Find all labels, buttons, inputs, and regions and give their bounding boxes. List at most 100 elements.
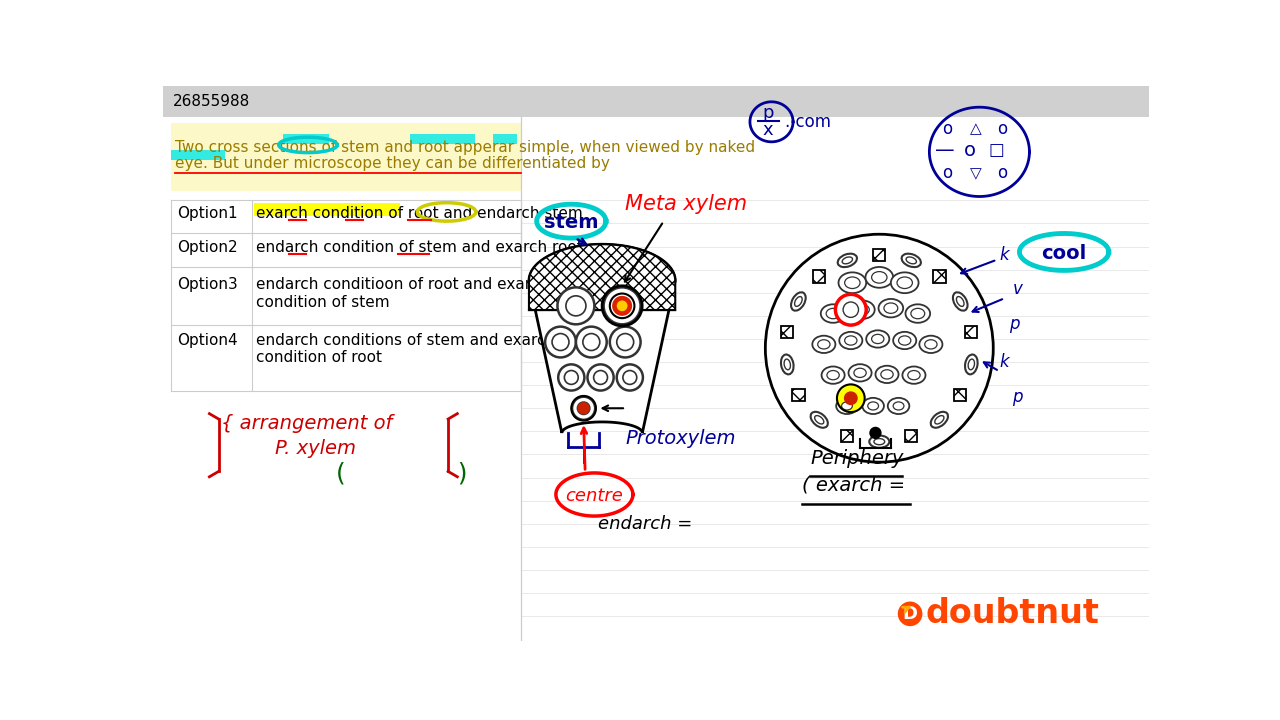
- Text: . com: . com: [786, 113, 832, 131]
- Ellipse shape: [863, 398, 884, 414]
- Ellipse shape: [865, 267, 893, 288]
- FancyBboxPatch shape: [873, 248, 886, 261]
- FancyBboxPatch shape: [841, 430, 854, 442]
- Ellipse shape: [854, 368, 867, 377]
- Ellipse shape: [841, 402, 852, 410]
- Ellipse shape: [956, 297, 964, 307]
- Circle shape: [594, 371, 608, 384]
- Ellipse shape: [952, 292, 968, 310]
- Circle shape: [576, 327, 607, 357]
- Ellipse shape: [855, 305, 869, 315]
- Circle shape: [897, 601, 923, 626]
- Ellipse shape: [902, 366, 925, 384]
- Text: k: k: [1000, 246, 1009, 264]
- Bar: [164, 86, 1149, 117]
- Bar: [493, 134, 517, 144]
- Circle shape: [558, 287, 594, 324]
- Text: Meta xylem: Meta xylem: [625, 194, 748, 214]
- Ellipse shape: [919, 336, 942, 353]
- Ellipse shape: [924, 340, 937, 349]
- Circle shape: [609, 294, 635, 318]
- Text: k: k: [1000, 354, 1009, 372]
- Ellipse shape: [893, 402, 904, 410]
- FancyBboxPatch shape: [965, 326, 978, 338]
- Text: Option4: Option4: [177, 333, 238, 348]
- Ellipse shape: [872, 334, 884, 343]
- Text: o: o: [997, 120, 1007, 138]
- Ellipse shape: [849, 364, 872, 382]
- Text: { arrangement of: { arrangement of: [221, 414, 393, 433]
- Text: o: o: [942, 164, 952, 182]
- Circle shape: [623, 371, 636, 384]
- Bar: [253, 204, 401, 216]
- Ellipse shape: [965, 354, 978, 374]
- Ellipse shape: [837, 253, 858, 267]
- Ellipse shape: [836, 398, 858, 414]
- Circle shape: [765, 234, 993, 462]
- FancyBboxPatch shape: [781, 326, 794, 338]
- Circle shape: [602, 286, 643, 326]
- Text: x: x: [763, 121, 773, 139]
- Ellipse shape: [867, 330, 890, 348]
- Ellipse shape: [911, 308, 924, 319]
- Text: centre: centre: [566, 487, 623, 505]
- Ellipse shape: [795, 297, 803, 307]
- Ellipse shape: [906, 257, 916, 264]
- Text: Protoxylem: Protoxylem: [625, 429, 736, 449]
- Circle shape: [612, 296, 632, 316]
- FancyBboxPatch shape: [813, 271, 826, 283]
- Text: Option3: Option3: [177, 277, 238, 292]
- FancyBboxPatch shape: [954, 389, 966, 401]
- Text: v: v: [1012, 280, 1023, 298]
- Text: eye. But under microscope they can be differentiated by: eye. But under microscope they can be di…: [175, 156, 609, 171]
- FancyBboxPatch shape: [792, 389, 805, 401]
- Ellipse shape: [842, 257, 852, 264]
- Text: cool: cool: [1042, 244, 1087, 263]
- Ellipse shape: [814, 415, 824, 424]
- Text: o: o: [964, 141, 977, 160]
- Ellipse shape: [876, 366, 899, 383]
- Ellipse shape: [934, 415, 943, 424]
- Bar: [283, 134, 329, 144]
- Ellipse shape: [968, 359, 974, 370]
- Text: 26855988: 26855988: [173, 94, 250, 109]
- Ellipse shape: [908, 371, 920, 379]
- Circle shape: [582, 333, 600, 351]
- Circle shape: [577, 402, 590, 415]
- Text: o: o: [942, 120, 952, 138]
- Ellipse shape: [781, 354, 794, 374]
- Text: △: △: [970, 121, 982, 136]
- Ellipse shape: [901, 253, 920, 267]
- Ellipse shape: [869, 436, 890, 448]
- Ellipse shape: [850, 300, 874, 319]
- Bar: [410, 134, 475, 144]
- Text: Option1: Option1: [177, 206, 238, 221]
- Text: p: p: [1012, 388, 1023, 406]
- Ellipse shape: [874, 438, 884, 445]
- Circle shape: [577, 402, 590, 415]
- Ellipse shape: [893, 332, 916, 349]
- Circle shape: [572, 397, 595, 420]
- Circle shape: [545, 327, 576, 357]
- Text: Two cross sections of stem and root apperar simple, when viewed by naked: Two cross sections of stem and root appe…: [175, 140, 755, 156]
- Ellipse shape: [820, 305, 845, 323]
- Circle shape: [609, 327, 640, 357]
- Text: Option2: Option2: [177, 240, 238, 256]
- Circle shape: [612, 296, 632, 316]
- Ellipse shape: [905, 305, 931, 323]
- Ellipse shape: [810, 412, 828, 428]
- Circle shape: [552, 333, 570, 351]
- Ellipse shape: [791, 292, 805, 310]
- Text: (              ): ( ): [337, 462, 468, 485]
- Ellipse shape: [822, 366, 845, 384]
- Circle shape: [604, 287, 640, 324]
- Ellipse shape: [888, 398, 909, 414]
- Circle shape: [836, 294, 867, 325]
- Ellipse shape: [827, 371, 840, 379]
- Ellipse shape: [878, 299, 904, 318]
- Text: doubtnut: doubtnut: [925, 598, 1100, 630]
- Circle shape: [617, 333, 634, 351]
- Text: —: —: [934, 141, 955, 160]
- Polygon shape: [529, 244, 676, 433]
- Text: ▽: ▽: [970, 166, 982, 181]
